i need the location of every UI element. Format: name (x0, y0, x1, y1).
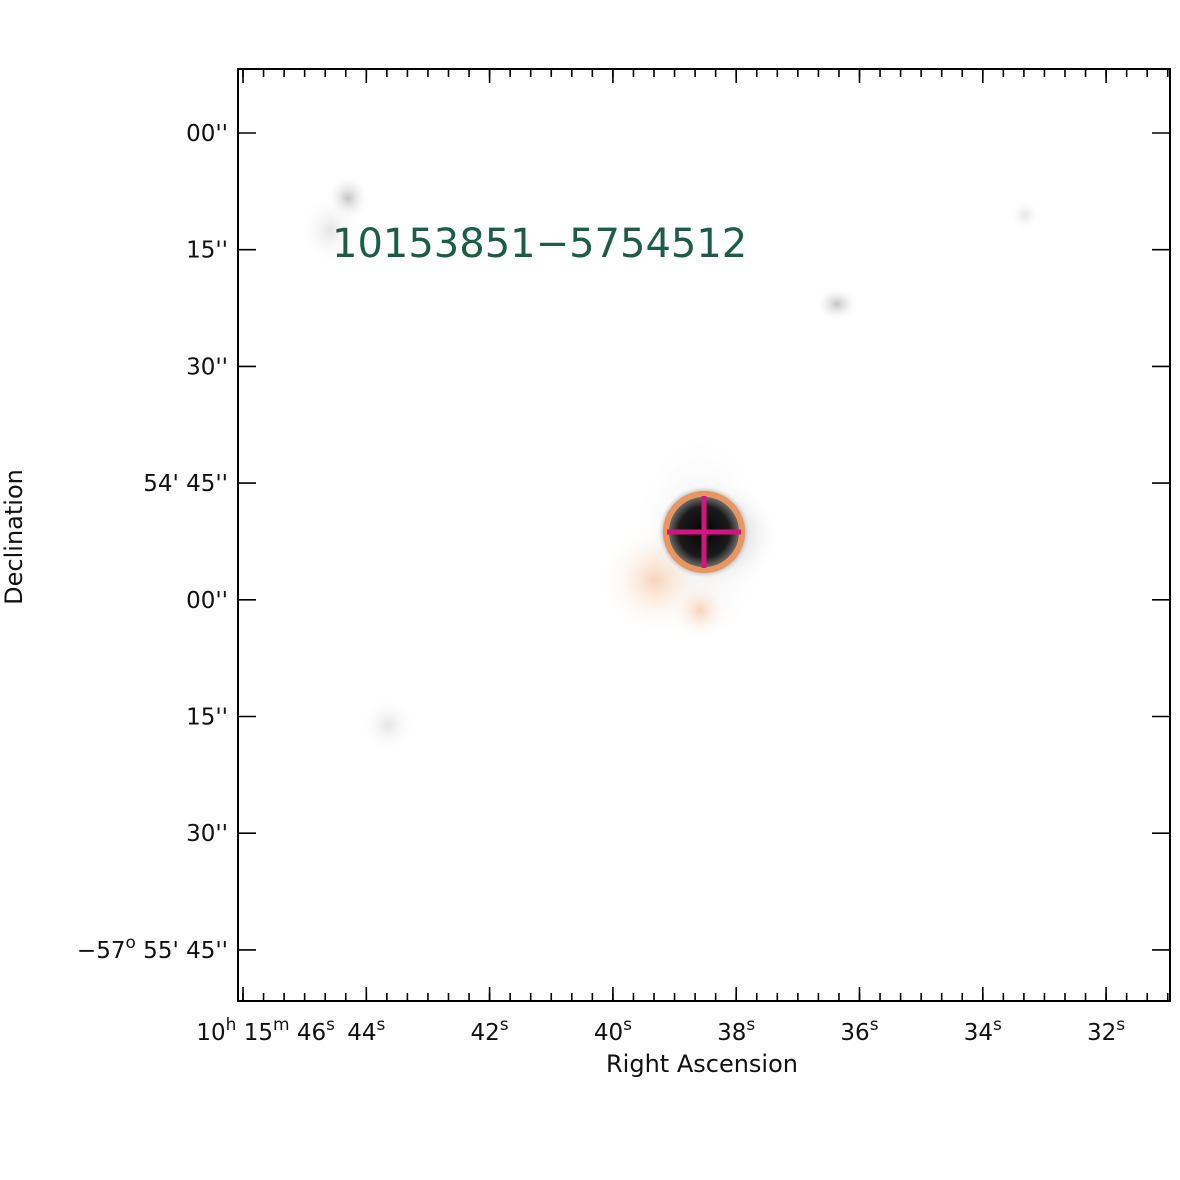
y-axis-title: Declination (0, 469, 28, 605)
x-tick-label: 42s (471, 1015, 509, 1046)
faint-source (815, 286, 859, 322)
faint-source (300, 195, 360, 265)
y-tick-label: 15'' (186, 705, 228, 731)
y-tick-label: 30'' (186, 354, 228, 380)
faint-source (360, 697, 416, 753)
x-tick-label: 40s (594, 1015, 632, 1046)
y-tick-label: 00'' (186, 121, 228, 147)
faint-source (1009, 199, 1041, 231)
y-tick-label: −57o 55' 45'' (77, 933, 228, 964)
y-tick-labels: 00'' 15'' 30'' 54' 45'' 00'' 15'' 30'' −57o 55'… (77, 121, 228, 964)
diffuse-emission (670, 580, 730, 640)
x-tick-label: 32s (1087, 1015, 1125, 1046)
y-tick-label: 15'' (186, 238, 228, 264)
target-marker-circle (663, 491, 745, 573)
x-tick-labels: 10h 15m 46s 44s 42s 40s 38s 36s 34s 32s (196, 1015, 1125, 1046)
plot-frame (237, 68, 1171, 1002)
x-tick-label: 10h 15m 46s (196, 1015, 335, 1046)
x-tick-label: 34s (964, 1015, 1002, 1046)
y-tick-label: 54' 45'' (143, 471, 228, 497)
y-tick-label: 30'' (186, 821, 228, 847)
y-tick-label: 00'' (186, 588, 228, 614)
axis-ticks (238, 69, 1170, 1001)
source-label: 10153851−5754512 (332, 221, 747, 267)
x-tick-label: 38s (717, 1015, 755, 1046)
sky-image: 10153851−5754512 (238, 69, 1170, 1001)
x-tick-label: 36s (840, 1015, 878, 1046)
x-axis-title: Right Ascension (606, 1050, 798, 1078)
x-tick-label: 44s (347, 1015, 385, 1046)
